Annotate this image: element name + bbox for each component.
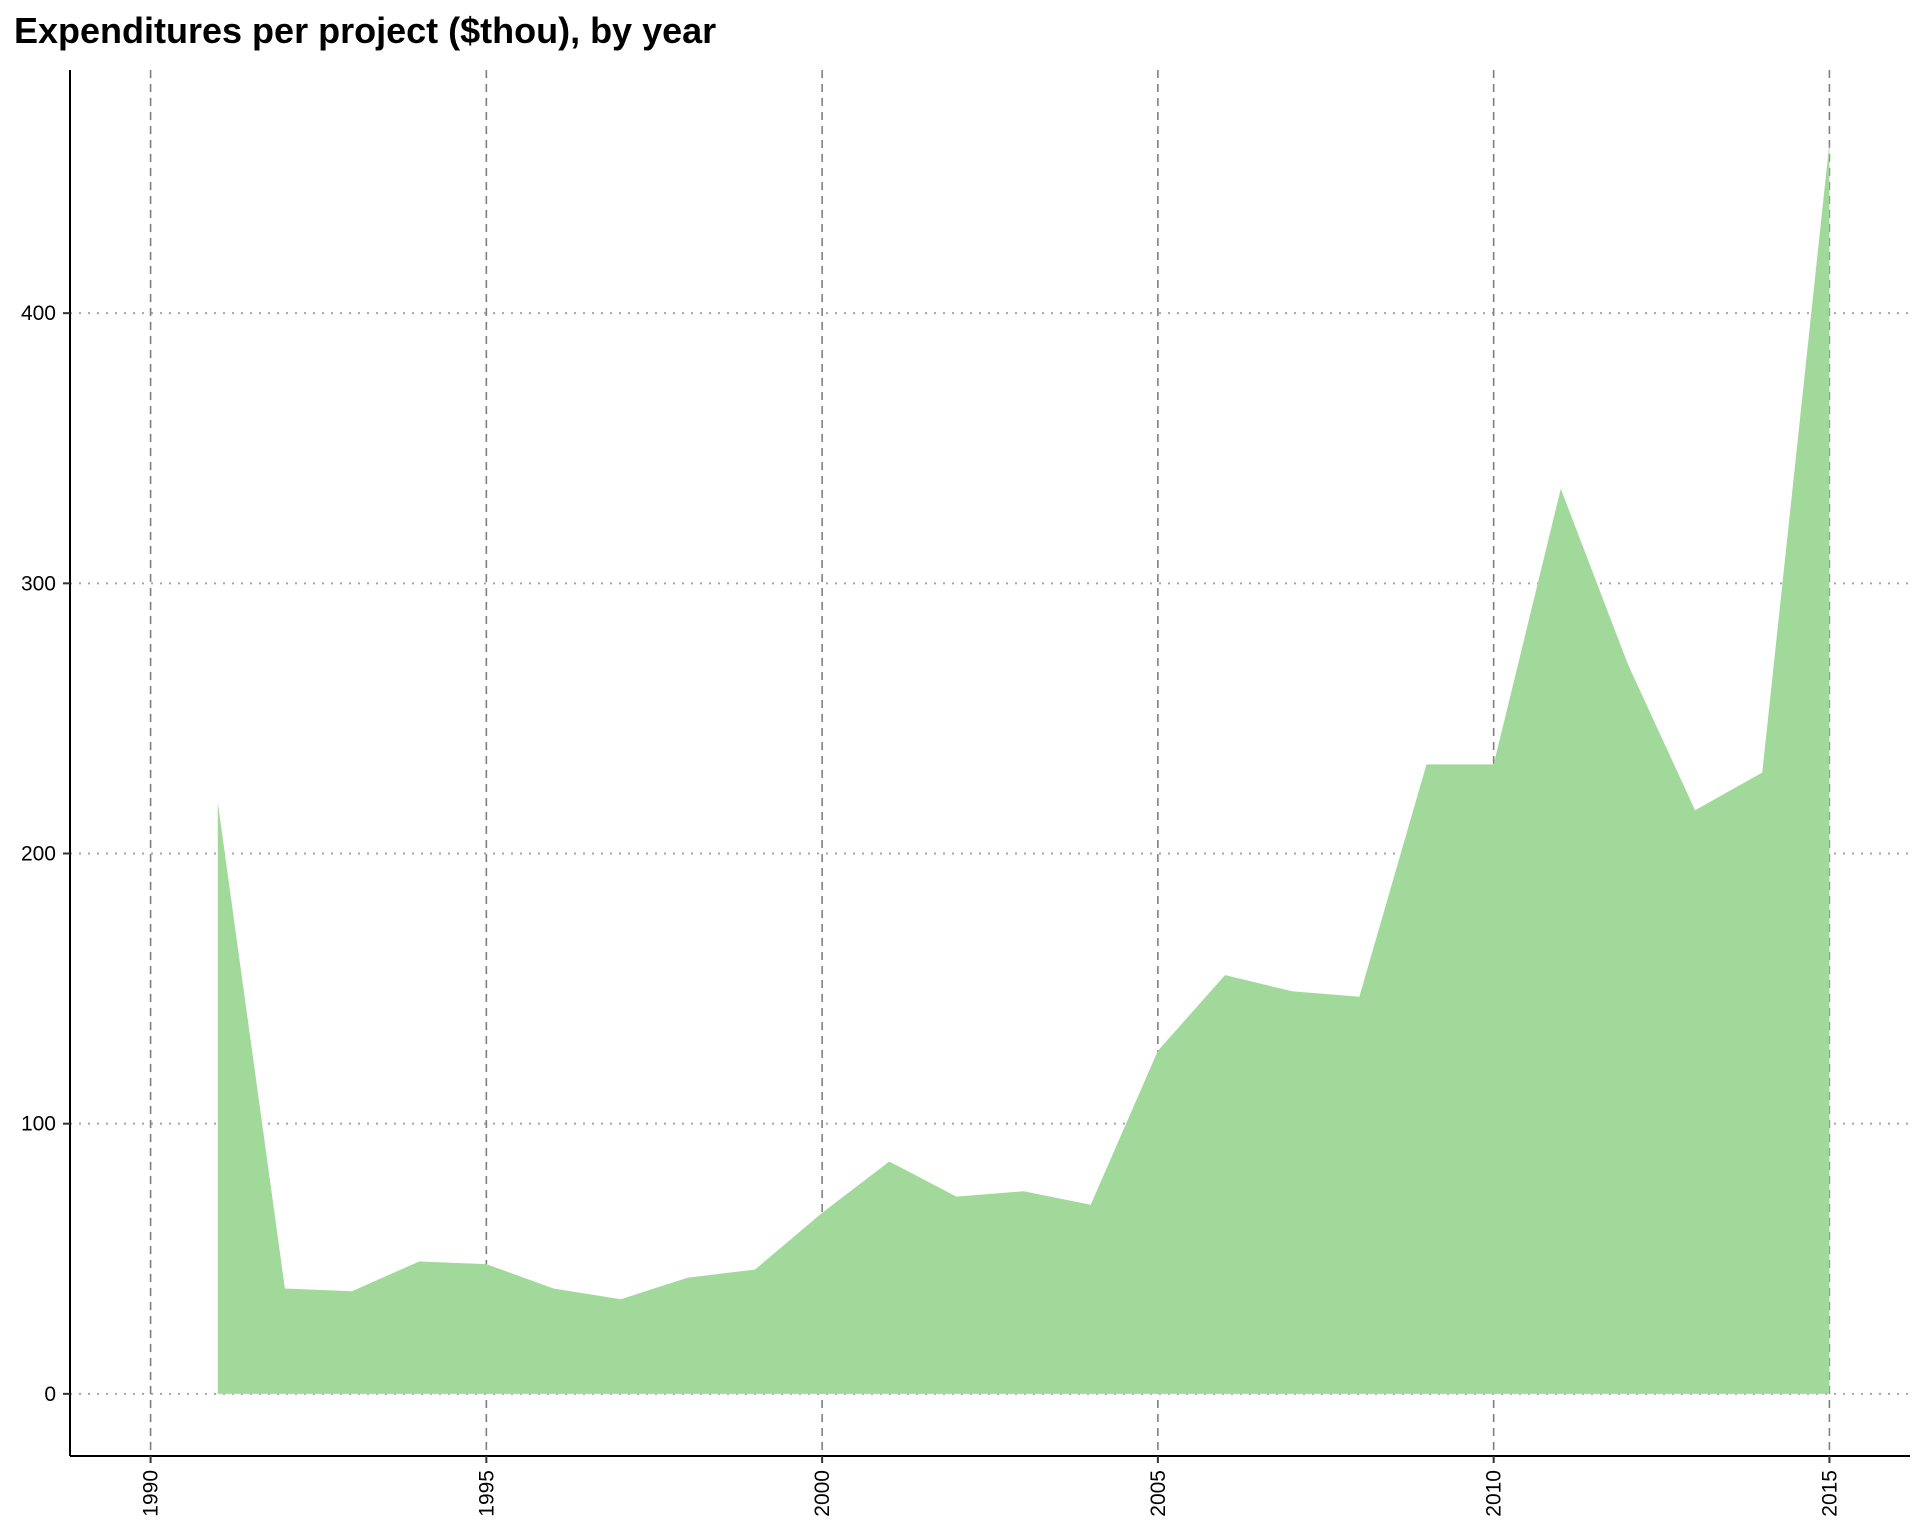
chart-title: Expenditures per project ($thou), by yea… [14, 10, 717, 51]
y-tick-label: 400 [21, 302, 56, 325]
x-tick-label: 2005 [1147, 1470, 1170, 1517]
x-tick-label: 2000 [811, 1470, 834, 1517]
x-tick-label: 1990 [140, 1470, 163, 1517]
axes: 0 100 200 300 400 1990 1995 2000 2005 2010 2015 [21, 70, 1910, 1517]
y-tick-label: 300 [21, 572, 56, 595]
y-tick-label: 0 [44, 1383, 56, 1406]
x-tick-label: 2010 [1483, 1470, 1506, 1517]
area-fill [217, 142, 1830, 1394]
x-tick-label: 2015 [1818, 1470, 1841, 1517]
y-tick-label: 200 [21, 843, 56, 866]
x-tick-label: 1995 [475, 1470, 498, 1517]
area-series [217, 142, 1830, 1394]
y-tick-label: 100 [21, 1113, 56, 1136]
